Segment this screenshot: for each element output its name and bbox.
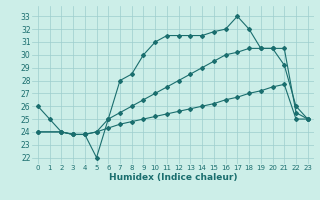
X-axis label: Humidex (Indice chaleur): Humidex (Indice chaleur) [108,173,237,182]
